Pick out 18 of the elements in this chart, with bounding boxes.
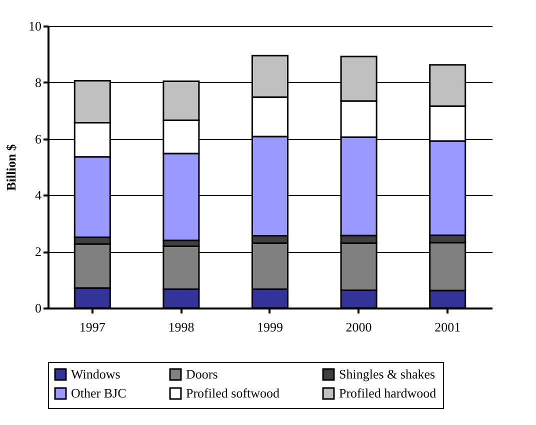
- legend-label: Other BJC: [71, 386, 126, 400]
- y-axis-title: Billion $: [4, 144, 18, 191]
- x-tick-label: 2000: [346, 320, 372, 334]
- y-tick-label: 4: [35, 188, 42, 203]
- x-tick-label: 1999: [257, 320, 283, 334]
- legend-label: Doors: [186, 366, 218, 382]
- legend-label: Shingles & shakes: [339, 366, 436, 382]
- x-tick-label: 1997: [79, 320, 106, 334]
- legend-label: Profiled hardwood: [339, 386, 437, 400]
- y-tick-label: 8: [35, 74, 42, 90]
- y-tick-label: 2: [35, 244, 42, 260]
- x-tick-label: 2001: [434, 320, 461, 334]
- legend-label: Profiled softwood: [186, 386, 280, 400]
- x-tick-label: 1998: [168, 320, 194, 334]
- y-tick-label: 6: [35, 131, 42, 146]
- y-tick-label: 10: [28, 18, 42, 34]
- y-tick-label: 0: [35, 300, 42, 316]
- legend-label: Windows: [71, 366, 120, 382]
